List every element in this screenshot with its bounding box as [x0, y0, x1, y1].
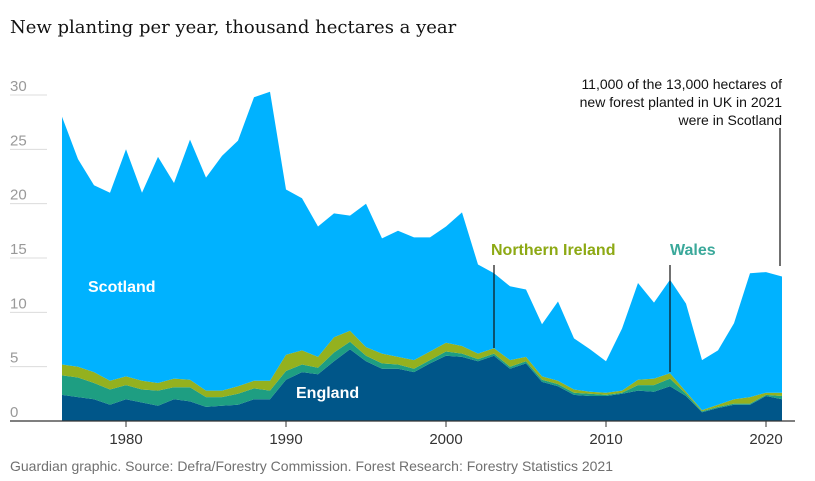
x-tick-label: 2020 — [749, 431, 782, 448]
gridlines — [10, 94, 47, 368]
chart-title: New planting per year, thousand hectares… — [10, 17, 457, 38]
y-tick-label: 5 — [10, 350, 18, 367]
x-tick-label: 2010 — [589, 431, 622, 448]
x-tick-label: 1990 — [269, 431, 302, 448]
area-series — [62, 91, 782, 421]
y-tick-label: 20 — [10, 187, 27, 204]
source-note: Guardian graphic. Source: Defra/Forestry… — [10, 458, 613, 474]
y-tick-label: 25 — [10, 132, 27, 149]
annotations: Scotland England Northern Ireland Wales 11,0… — [88, 76, 782, 402]
y-tick-label: 30 — [10, 78, 27, 95]
label-northern-ireland: Northern Ireland — [491, 242, 615, 259]
x-tick-label: 1980 — [109, 431, 142, 448]
y-tick-label: 10 — [10, 295, 27, 312]
area-scotland — [62, 91, 782, 411]
label-wales: Wales — [670, 242, 716, 259]
annotation-text: were in Scotland — [677, 112, 782, 128]
area-ni — [62, 330, 782, 412]
y-tick-label: 15 — [10, 241, 27, 258]
area-wales — [62, 341, 782, 413]
label-england: England — [296, 385, 359, 402]
y-tick-label: 0 — [10, 404, 18, 421]
annotation-text: new forest planted in UK in 2021 — [580, 94, 783, 110]
y-axis-ticks: 0 5 10 15 20 25 30 — [10, 78, 27, 421]
x-tick-label: 2000 — [429, 431, 462, 448]
area-england — [62, 349, 782, 421]
annotation-text: 11,000 of the 13,000 hectares of — [581, 76, 782, 92]
x-axis-ticks: 1980 1990 2000 2010 2020 — [109, 421, 783, 448]
label-scotland: Scotland — [88, 279, 156, 296]
